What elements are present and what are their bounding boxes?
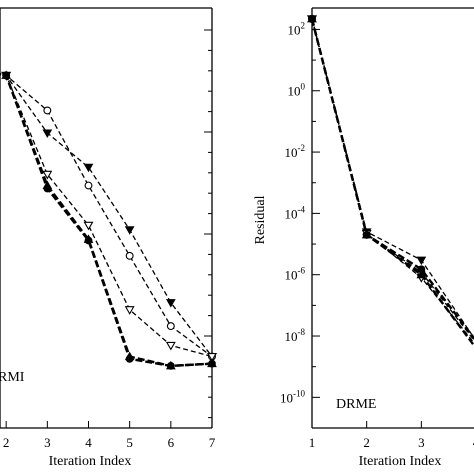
left-series-point: [84, 181, 93, 190]
right-y-axis-title: Residual: [253, 195, 268, 244]
left-series-line: [0, 73, 213, 357]
left-series-point: [83, 221, 94, 231]
left-series-group: [0, 70, 217, 370]
right-series-point: [308, 15, 316, 23]
right-x-tick-label: 1: [309, 435, 316, 450]
right-series-point: [416, 269, 427, 279]
right-y-tick-label: 10-6: [285, 266, 306, 283]
left-series-point: [43, 184, 52, 193]
right-x-tick-label: 2: [363, 435, 370, 450]
right-y-tick-label: 10-10: [280, 388, 305, 405]
left-series-point: [165, 341, 176, 351]
left-x-ticks: 2 3 4 5 6 7: [3, 421, 216, 450]
left-series-point: [125, 354, 134, 363]
right-series-point: [416, 256, 427, 266]
left-series-point: [42, 129, 53, 138]
left-series-point: [166, 361, 175, 370]
right-panel-drme: 1 2 3 4 102 100 10-2 10-4 10-6 10-8 10-10 DRME It…: [253, 7, 474, 469]
right-y-tick-label: 10-2: [285, 143, 306, 160]
left-series-point: [84, 236, 93, 245]
left-panel-label: RMI: [0, 370, 25, 385]
left-x-tick-label: 2: [3, 435, 10, 450]
left-x-tick-label: 3: [44, 435, 51, 450]
right-x-tick-label: 4: [473, 435, 474, 450]
left-series-point: [166, 322, 175, 331]
left-x-tick-label: 7: [209, 435, 216, 450]
left-series-point: [208, 359, 216, 368]
left-x-tick-label: 6: [168, 435, 175, 450]
left-series-point: [83, 163, 94, 173]
left-x-axis-title: Iteration Index: [49, 454, 132, 469]
left-series-point: [124, 306, 135, 315]
left-series-line: [0, 73, 213, 358]
left-series-point: [124, 226, 135, 235]
right-panel-label: DRME: [336, 397, 376, 412]
left-series-point: [2, 71, 11, 80]
left-x-tick-label: 4: [85, 435, 92, 450]
left-panel-rmi: 2 3 4 5 6 7 RMI Iteration Index: [0, 7, 217, 469]
left-series-point: [207, 353, 217, 362]
right-x-axis-title: Iteration Index: [359, 454, 442, 469]
left-right-minor-ticks: [204, 29, 212, 419]
right-series-line: [311, 18, 474, 344]
right-x-ticks: 1 2 3 4: [309, 421, 474, 450]
right-y-tick-label: 102: [288, 20, 306, 37]
right-y-tick-label: 10-8: [285, 327, 306, 344]
right-series-point: [417, 265, 426, 274]
right-series-line: [310, 18, 474, 348]
right-y-tick-label: 100: [288, 82, 306, 99]
left-x-tick-label: 5: [126, 435, 133, 450]
right-x-tick-label: 3: [418, 435, 425, 450]
left-series-point: [125, 251, 134, 260]
right-series-point: [362, 230, 371, 239]
left-series-point: [165, 299, 176, 308]
right-series-line: [311, 18, 474, 339]
left-series-line: [0, 73, 213, 358]
left-series-point: [43, 106, 52, 115]
right-y-tick-label: 10-4: [285, 204, 306, 221]
right-series-line: [310, 18, 474, 341]
left-series-point: [42, 170, 53, 180]
right-series-group: [307, 13, 474, 348]
right-y-ticks: 102 100 10-2 10-4 10-6 10-8 10-10: [280, 20, 320, 429]
